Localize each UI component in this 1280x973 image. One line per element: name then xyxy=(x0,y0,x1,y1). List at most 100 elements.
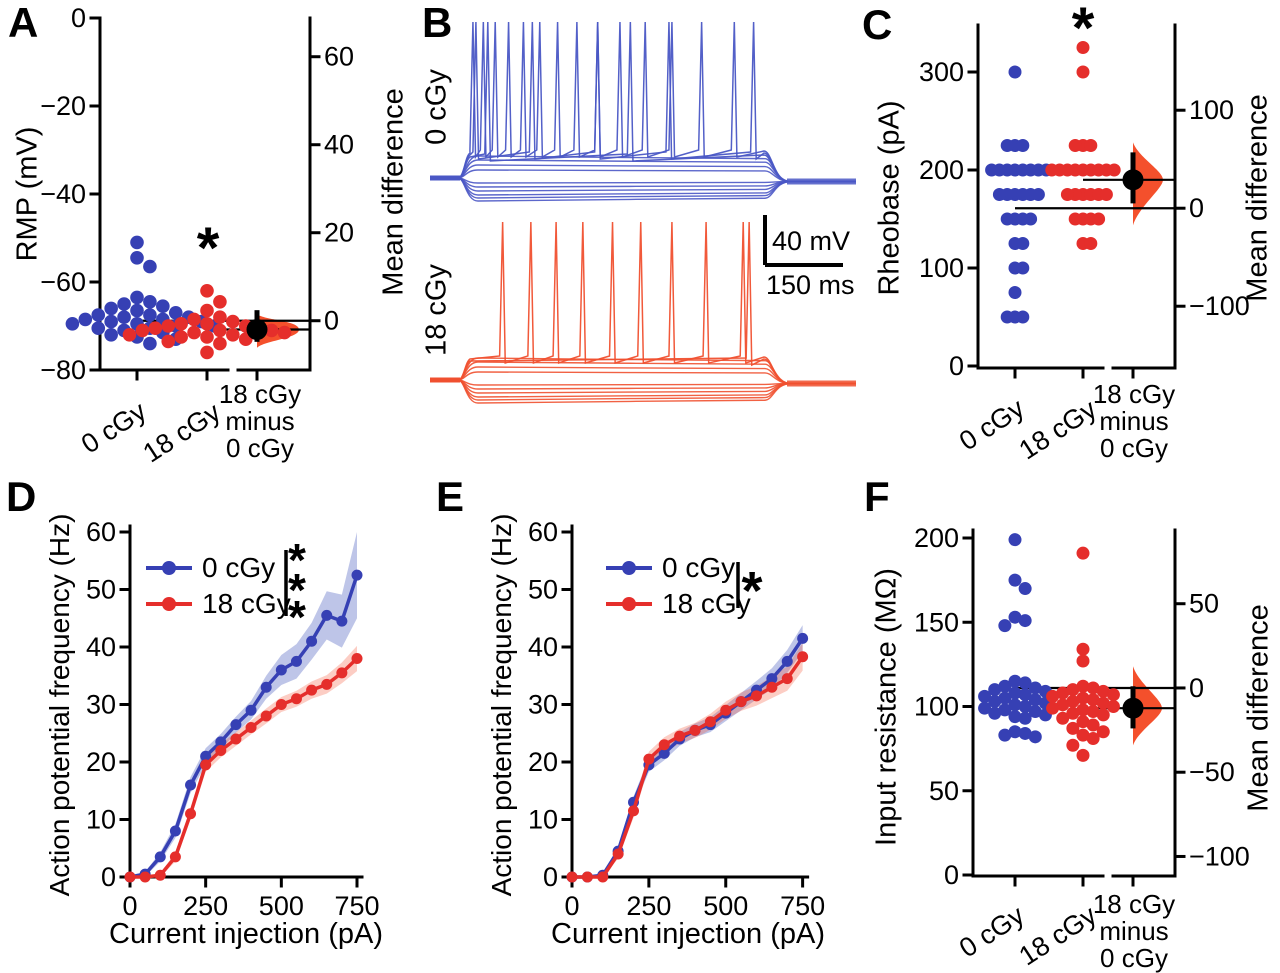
panel-a-xtick-label-diff: 18 cGy minus 0 cGy xyxy=(219,381,301,462)
svg-text:0: 0 xyxy=(71,3,86,33)
svg-text:250: 250 xyxy=(626,891,671,921)
panel-c-xtick-label-diff: 18 cGy minus 0 cGy xyxy=(1093,381,1175,462)
panel-c-y-axis-label: Rheobase (pA) xyxy=(873,100,906,296)
svg-text:0: 0 xyxy=(944,860,959,890)
svg-text:20: 20 xyxy=(528,747,558,777)
svg-text:*: * xyxy=(197,216,220,281)
panel-e: 0 10 20 30 40 50 60 0 250 500 750 * E Action potent… xyxy=(430,470,860,969)
panel-d-plot: 0 10 20 30 40 50 60 0 250 500 750 *** xyxy=(86,517,380,921)
svg-text:10: 10 xyxy=(86,805,116,835)
panel-c-letter: C xyxy=(862,1,893,48)
svg-text:40: 40 xyxy=(324,130,354,160)
panel-a-plot: 0 −20 −40 −60 −80 60 40 20 0 * xyxy=(40,3,354,385)
panel-f: 0 50 100 150 200 50 0 −50 −100 F Input resistanc… xyxy=(860,470,1280,972)
panel-e-legend-18cgy: 18 cGy xyxy=(606,588,751,620)
panel-a-letter: A xyxy=(8,0,39,46)
svg-text:20: 20 xyxy=(86,747,116,777)
legend-label: 18 cGy xyxy=(662,588,751,619)
panel-d-letter: D xyxy=(6,473,37,520)
svg-text:*: * xyxy=(288,564,306,616)
diff-label-line: minus xyxy=(1099,406,1169,436)
panel-f-right-axis-label: Mean difference xyxy=(1242,604,1275,812)
legend-swatch-blue xyxy=(606,565,652,571)
panel-c-right-axis-label: Mean difference xyxy=(1241,94,1274,302)
svg-text:750: 750 xyxy=(780,891,825,921)
diff-label-line: 0 cGy xyxy=(1100,433,1168,463)
svg-text:−20: −20 xyxy=(40,91,86,121)
svg-text:0: 0 xyxy=(122,891,137,921)
diff-label-line: 18 cGy xyxy=(218,379,302,409)
panel-d-x-axis-label: Current injection (pA) xyxy=(109,918,383,950)
svg-text:500: 500 xyxy=(703,891,748,921)
diff-label-line: 0 cGy xyxy=(1100,943,1168,973)
svg-text:0: 0 xyxy=(1189,193,1204,223)
svg-text:50: 50 xyxy=(86,575,116,605)
panel-c: 0 100 200 300 100 0 −100 * C Rheobase (pA) Mean… xyxy=(860,0,1280,470)
diff-label-line: 18 cGy xyxy=(1092,889,1176,919)
svg-text:100: 100 xyxy=(1189,95,1234,125)
svg-text:−80: −80 xyxy=(40,355,86,385)
panel-d-y-axis-label: Action potential frequency (Hz) xyxy=(44,513,75,897)
svg-text:0: 0 xyxy=(324,306,339,336)
svg-text:*: * xyxy=(288,534,306,586)
svg-text:*: * xyxy=(1072,0,1095,61)
diff-label-line: minus xyxy=(225,406,295,436)
panel-d-legend-18cgy: 18 cGy xyxy=(146,588,291,620)
svg-text:20: 20 xyxy=(324,218,354,248)
svg-text:60: 60 xyxy=(528,517,558,547)
panel-e-plot: 0 10 20 30 40 50 60 0 250 500 750 * xyxy=(528,517,825,921)
panel-e-x-axis-label: Current injection (pA) xyxy=(551,918,825,950)
svg-text:100: 100 xyxy=(914,692,959,722)
diff-label-line: 0 cGy xyxy=(226,433,294,463)
legend-label: 0 cGy xyxy=(202,552,276,583)
svg-text:*: * xyxy=(288,591,306,643)
panel-b-group-label-0cgy: 0 cGy xyxy=(420,69,453,145)
svg-text:*: * xyxy=(741,561,762,621)
svg-text:−40: −40 xyxy=(40,179,86,209)
svg-text:−100: −100 xyxy=(1189,841,1250,871)
svg-text:40: 40 xyxy=(86,632,116,662)
svg-text:60: 60 xyxy=(86,517,116,547)
panel-f-y-axis-label: Input resistance (MΩ) xyxy=(870,568,903,846)
panel-e-letter: E xyxy=(436,473,465,520)
panel-b-traces xyxy=(430,21,856,404)
svg-text:0: 0 xyxy=(949,351,964,381)
diff-label-line: 18 cGy xyxy=(1092,379,1176,409)
svg-text:750: 750 xyxy=(334,891,379,921)
svg-text:30: 30 xyxy=(86,690,116,720)
legend-label: 0 cGy xyxy=(662,552,736,583)
diff-label-line: minus xyxy=(1099,916,1169,946)
panel-c-plot: 0 100 200 300 100 0 −100 * xyxy=(919,0,1250,381)
scalebar-time-label: 150 ms xyxy=(766,270,855,300)
svg-text:−60: −60 xyxy=(40,267,86,297)
panel-f-xtick-label-diff: 18 cGy minus 0 cGy xyxy=(1093,891,1175,972)
svg-text:−50: −50 xyxy=(1189,757,1235,787)
panel-d: 0 10 20 30 40 50 60 0 250 500 750 * * * D Action pote… xyxy=(0,470,430,969)
legend-swatch-red xyxy=(146,601,192,607)
panel-e-y-axis-label: Action potential frequency (Hz) xyxy=(486,513,517,897)
legend-swatch-red xyxy=(606,601,652,607)
svg-text:250: 250 xyxy=(183,891,228,921)
scalebar-voltage-label: 40 mV xyxy=(772,226,851,256)
svg-text:40: 40 xyxy=(528,632,558,662)
svg-text:50: 50 xyxy=(929,776,959,806)
panel-f-plot: 0 50 100 150 200 50 0 −50 −100 xyxy=(914,523,1250,890)
svg-text:10: 10 xyxy=(528,805,558,835)
legend-swatch-blue xyxy=(146,565,192,571)
legend-label: 18 cGy xyxy=(202,588,291,619)
svg-text:−100: −100 xyxy=(1189,291,1250,321)
svg-text:0: 0 xyxy=(564,891,579,921)
panel-d-legend-0cgy: 0 cGy xyxy=(146,552,275,584)
svg-text:0: 0 xyxy=(101,862,116,892)
svg-text:0: 0 xyxy=(543,862,558,892)
panel-a-y-axis-label: RMP (mV) xyxy=(11,126,44,262)
panel-e-legend-0cgy: 0 cGy xyxy=(606,552,735,584)
svg-text:30: 30 xyxy=(528,690,558,720)
svg-text:200: 200 xyxy=(919,155,964,185)
svg-text:100: 100 xyxy=(919,253,964,283)
panel-a: 0 −20 −40 −60 −80 60 40 20 0 * A RMP (mV) Mean di… xyxy=(0,0,420,470)
svg-text:200: 200 xyxy=(914,523,959,553)
svg-text:50: 50 xyxy=(528,575,558,605)
panel-b-letter: B xyxy=(422,0,453,46)
